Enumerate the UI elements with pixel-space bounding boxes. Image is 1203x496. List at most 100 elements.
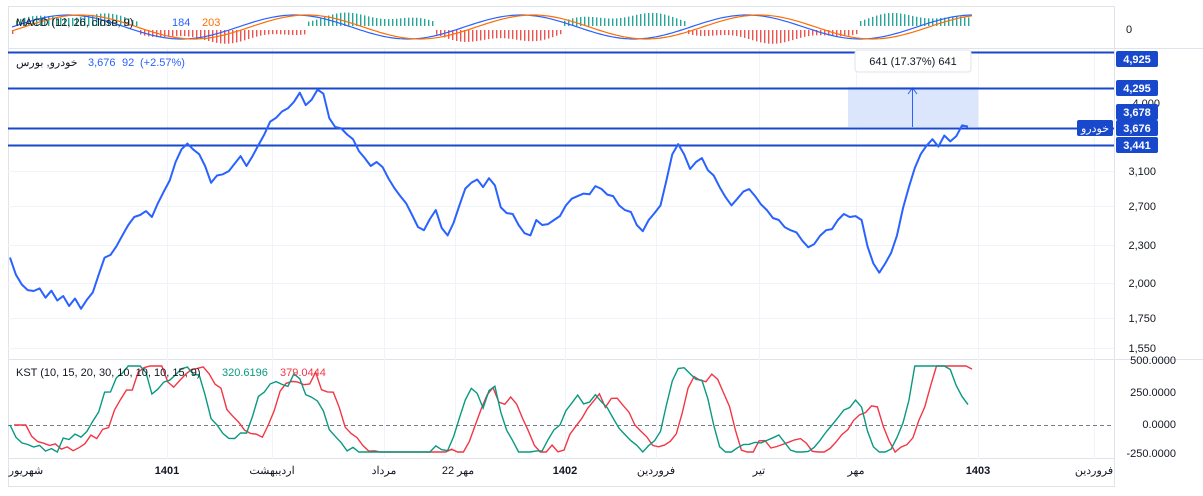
macd-hist-bar	[400, 18, 402, 26]
macd-hist-bar	[272, 30, 274, 35]
macd-hist-bar	[348, 12, 350, 26]
macd-hist-bar	[16, 20, 18, 26]
macd-hist-bar	[296, 30, 298, 36]
macd-hist-bar	[548, 30, 550, 39]
macd-hist-bar	[796, 30, 798, 39]
price-series-line	[9, 88, 969, 310]
macd-hist-bar	[940, 18, 942, 26]
macd-hist-bar	[628, 16, 630, 26]
macd-hist-bar	[768, 30, 770, 44]
macd-hist-bar	[524, 30, 526, 41]
macd-hist-bar	[212, 30, 214, 43]
macd-hist-bar	[136, 21, 138, 26]
price-tick: 2,700	[1128, 201, 1156, 213]
macd-hist-bar	[680, 19, 682, 26]
macd-hist-bar	[600, 17, 602, 26]
macd-hist-bar	[200, 30, 202, 39]
macd-pane[interactable]: MACD (12, 26, close, 9) 184 203 0	[11, 12, 1132, 44]
macd-hist-bar	[584, 16, 586, 26]
macd-hist-bar	[748, 30, 750, 40]
macd-hist-bar	[844, 30, 846, 37]
macd-hist-bar	[368, 16, 370, 26]
kst-pane[interactable]: KST (10, 15, 20, 30, 10, 10, 10, 15, 9) …	[8, 355, 1176, 460]
macd-hist-bar	[172, 30, 174, 37]
macd-hist-bar	[92, 14, 94, 26]
price-axis-ticks: 4,000 3,100 2,700 2,300 2,000 1,750 1,55…	[1128, 98, 1160, 355]
macd-hist-bar	[656, 13, 658, 26]
macd-hist-bar	[732, 30, 734, 36]
macd-hist-bar	[652, 12, 654, 26]
macd-hist-bar	[388, 19, 390, 26]
macd-hist-bar	[360, 14, 362, 26]
macd-hist-bar	[960, 16, 962, 26]
macd-hist-bar	[276, 30, 278, 35]
macd-hist-bar	[412, 17, 414, 26]
macd-hist-bar	[812, 30, 814, 36]
time-label: شهریور	[8, 465, 43, 477]
macd-hist-bar	[60, 17, 62, 26]
macd-hist-bar	[460, 30, 462, 42]
macd-hist-bar	[72, 17, 74, 26]
macd-hist-bar	[708, 30, 710, 36]
macd-hist-bar	[308, 21, 310, 26]
macd-hist-bar	[252, 30, 254, 38]
macd-hist-bar	[176, 30, 178, 37]
price-tick: 2,300	[1128, 240, 1156, 252]
macd-hist-bar	[184, 30, 186, 37]
time-label: 1401	[155, 465, 179, 477]
macd-hist-bar	[760, 30, 762, 43]
level-price-tag: 3,676	[1116, 120, 1158, 136]
macd-hist-bar	[604, 18, 606, 26]
macd-hist-bar	[160, 30, 162, 38]
macd-hist-bar	[676, 18, 678, 26]
macd-hist-bar	[288, 30, 290, 35]
time-axis[interactable]: شهریور 1401 اردیبهشت مرداد 22 مهر 1402 ف…	[8, 465, 1113, 477]
macd-hist-bar	[724, 30, 726, 36]
macd-hist-bar	[576, 17, 578, 26]
macd-hist-bar	[856, 30, 858, 35]
macd-hist-bar	[500, 30, 502, 39]
time-label: تیر	[752, 465, 765, 477]
macd-hist-bar	[912, 15, 914, 26]
macd-hist-bar	[712, 30, 714, 36]
macd-hist-bar	[968, 17, 970, 26]
macd-hist-bar	[356, 13, 358, 26]
macd-hist-bar	[864, 19, 866, 26]
macd-hist-bar	[396, 18, 398, 26]
macd-hist-bar	[480, 30, 482, 41]
macd-hist-bar	[928, 18, 930, 26]
macd-hist-bar	[860, 20, 862, 26]
macd-value-2: 203	[202, 17, 220, 29]
macd-hist-bar	[488, 30, 490, 40]
macd-hist-bar	[848, 30, 850, 36]
macd-hist-bar	[752, 30, 754, 41]
macd-hist-bar	[328, 15, 330, 26]
macd-hist-bar	[884, 13, 886, 26]
kst-axis-label: 0.0000	[1142, 419, 1176, 431]
measure-tooltip: 641 (17.37%) 641	[854, 49, 972, 73]
macd-hist-bar	[772, 30, 774, 44]
macd-hist-bar	[384, 18, 386, 26]
macd-hist-bar	[88, 15, 90, 26]
macd-hist-bar	[700, 30, 702, 36]
macd-hist-bar	[180, 30, 182, 37]
macd-hist-bar	[164, 30, 166, 38]
macd-hist-bar	[484, 30, 486, 40]
macd-hist-bar	[624, 17, 626, 26]
current-price-name: خودرو	[1080, 123, 1109, 135]
macd-hist-bar	[896, 13, 898, 26]
symbol-change: 92	[122, 57, 134, 69]
macd-hist-bar	[280, 30, 282, 35]
macd-hist-bar	[332, 14, 334, 26]
macd-hist-bar	[316, 19, 318, 26]
macd-hist-bar	[24, 17, 26, 26]
kst-value-1: 320.6196	[222, 367, 268, 379]
macd-hist-bar	[612, 18, 614, 26]
macd-value-1: 184	[172, 17, 190, 29]
macd-hist-bar	[104, 13, 106, 26]
macd-hist-bar	[792, 30, 794, 41]
macd-hist-bar	[124, 16, 126, 26]
macd-hist-bar	[720, 30, 722, 36]
macd-hist-bar	[596, 17, 598, 26]
